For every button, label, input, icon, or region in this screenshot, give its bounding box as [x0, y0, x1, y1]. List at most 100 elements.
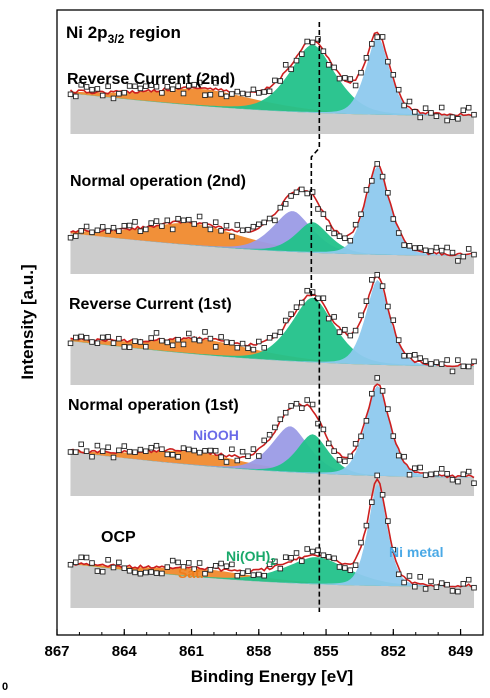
data-point: [293, 304, 300, 310]
data-point: [395, 86, 402, 93]
nioh2-component: [70, 434, 474, 478]
data-point: [78, 82, 84, 88]
data-point: [164, 339, 171, 346]
data-point: [175, 454, 181, 460]
data-point: [379, 34, 386, 40]
data-point: [250, 346, 257, 353]
series-label: Reverse Current (1st): [69, 296, 232, 313]
data-point: [363, 187, 370, 193]
data-point: [180, 445, 187, 451]
data-point: [256, 338, 262, 345]
ni_metal-component: [70, 385, 474, 478]
data-point: [282, 317, 289, 324]
sat-component: [70, 88, 474, 116]
data-point: [342, 235, 348, 241]
data-point: [202, 570, 208, 577]
data-point: [153, 442, 160, 449]
peak-label: Ni metal: [389, 544, 443, 560]
data-point: [352, 327, 359, 334]
data-point: [288, 311, 294, 317]
data-point: [186, 82, 192, 89]
data-point: [266, 335, 273, 341]
data-point: [385, 303, 391, 310]
data-point: [363, 298, 370, 304]
data-point: [438, 580, 445, 586]
x-tick-label: 864: [112, 643, 138, 660]
data-point: [196, 337, 203, 344]
data-point: [239, 340, 246, 347]
data-point: [234, 222, 241, 228]
data-point: [94, 86, 101, 92]
data-point: [438, 466, 445, 472]
data-point: [390, 546, 397, 553]
data-point: [428, 578, 434, 585]
data-point: [299, 51, 305, 57]
data-point: [67, 561, 74, 568]
data-point: [105, 83, 111, 90]
x-axis-label: Binding Energy [eV]: [191, 667, 353, 686]
data-point: [336, 75, 343, 82]
data-point: [164, 217, 171, 224]
ni_metal-component: [70, 166, 474, 256]
data-point: [89, 86, 95, 93]
data-point: [347, 567, 354, 573]
data-point: [309, 189, 316, 195]
data-point: [320, 426, 327, 433]
data-point: [444, 471, 450, 477]
data-point: [143, 226, 149, 233]
data-point: [126, 568, 133, 574]
data-point: [293, 400, 300, 407]
spectrum-1: [67, 161, 477, 274]
x-tick-label: 861: [179, 643, 204, 660]
data-point: [347, 76, 354, 82]
data-point: [229, 339, 235, 346]
data-point: [428, 248, 434, 254]
data-point: [336, 329, 343, 335]
peak-label: NiOOH: [193, 427, 239, 443]
data-point: [116, 447, 122, 454]
data-point: [438, 104, 445, 111]
data-point: [465, 576, 472, 583]
data-point: [169, 226, 176, 233]
data-point: [121, 565, 128, 571]
data-point: [374, 272, 380, 278]
data-point: [116, 90, 122, 97]
data-point: [449, 249, 456, 256]
data-point: [169, 86, 176, 92]
data-point: [460, 253, 467, 260]
data-point: [401, 102, 407, 109]
data-point: [471, 480, 477, 486]
data-point: [433, 359, 440, 365]
data-point: [137, 570, 144, 577]
data-point: [288, 66, 294, 73]
data-point: [347, 453, 354, 460]
data-point: [374, 161, 380, 167]
data-point: [465, 246, 472, 252]
data-point: [223, 459, 230, 465]
data-point: [315, 547, 321, 553]
data-point: [412, 583, 418, 590]
data-point: [132, 83, 138, 90]
data-point: [325, 554, 332, 560]
data-point: [169, 342, 176, 349]
data-point: [358, 539, 364, 546]
data-point: [352, 562, 359, 568]
data-point: [245, 226, 251, 233]
data-point: [73, 334, 79, 341]
data-point: [385, 518, 391, 524]
data-point: [245, 453, 251, 459]
data-point: [417, 355, 423, 361]
data-point: [369, 178, 375, 184]
data-point: [401, 353, 407, 359]
data-point: [471, 358, 477, 365]
data-point: [379, 492, 386, 498]
data-point: [180, 564, 187, 570]
data-point: [471, 584, 477, 591]
data-point: [191, 221, 197, 227]
data-point: [455, 357, 461, 363]
data-point: [433, 113, 440, 119]
data-point: [99, 334, 106, 341]
data-point: [234, 344, 241, 351]
data-point: [363, 55, 370, 61]
data-point: [331, 448, 337, 454]
